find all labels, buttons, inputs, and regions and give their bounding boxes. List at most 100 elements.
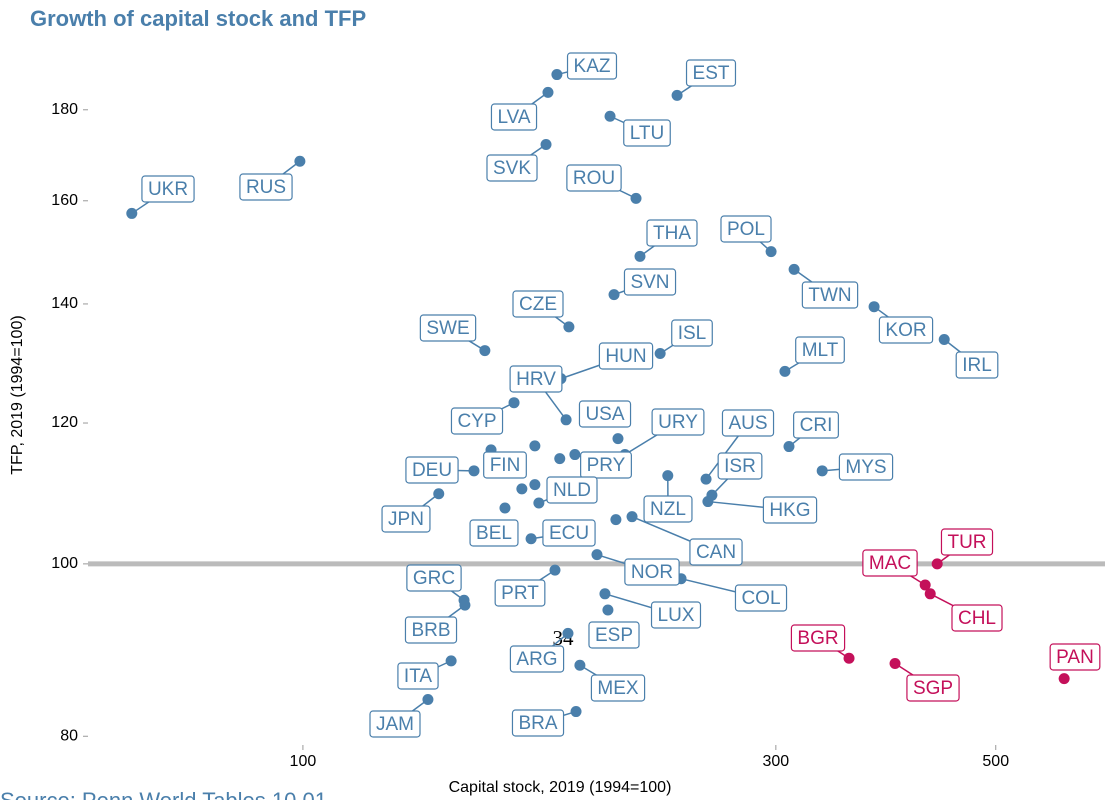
point-label: MYS (838, 453, 894, 481)
point (843, 652, 855, 664)
point-label: NOR (624, 558, 680, 586)
point (529, 479, 541, 491)
point (604, 110, 616, 122)
label-text: RUS (246, 177, 286, 198)
label-text: BRA (518, 713, 557, 734)
x-axis-title: Capital stock, 2019 (1994=100) (449, 779, 672, 796)
point-label: HKG (762, 496, 818, 524)
point-label: NLD (546, 476, 598, 504)
point (533, 497, 545, 509)
label-text: JPN (388, 509, 424, 530)
point-label: ESP (588, 621, 640, 649)
point-label: ARG (509, 645, 565, 673)
point-label: NZL (643, 495, 693, 523)
label-text: USA (585, 404, 624, 425)
point-label: ISR (717, 452, 763, 480)
points (126, 69, 1070, 718)
label-text: TWN (808, 285, 851, 306)
point-label: TUR (940, 528, 994, 556)
point (662, 470, 674, 482)
label-text: POL (727, 219, 765, 240)
point (549, 564, 561, 576)
x-tick-label: 100 (290, 753, 317, 770)
label-text: MLT (802, 340, 839, 361)
y-axis-title: TFP, 2019 (1994=100) (9, 315, 26, 474)
point-label: HRV (509, 365, 563, 393)
label-box (671, 319, 713, 347)
label-box (509, 645, 565, 673)
label-box (419, 314, 477, 342)
label-text: LTU (630, 123, 664, 144)
y-tick-label: 140 (51, 295, 78, 312)
point-label: URY (651, 408, 705, 436)
label-box (580, 451, 632, 479)
label-text: KOR (885, 320, 926, 341)
label-text: SGP (913, 678, 953, 699)
point (422, 693, 434, 705)
point (602, 604, 614, 616)
point (445, 655, 457, 667)
label-text: BRB (411, 620, 450, 641)
point (599, 588, 611, 600)
point (516, 483, 528, 495)
y-tick-label: 80 (60, 727, 78, 744)
label-text: CRI (800, 415, 833, 436)
point-label: SGP (906, 674, 960, 702)
label-text: AUS (728, 413, 767, 434)
point-label: KOR (878, 316, 934, 344)
label-box (838, 453, 894, 481)
point (591, 549, 603, 561)
point-label: PRT (494, 579, 546, 607)
point (626, 511, 638, 523)
point (551, 69, 563, 81)
point-label: DEU (405, 456, 459, 484)
label-text: HRV (516, 369, 556, 390)
label-box (490, 103, 538, 131)
point-label: LTU (623, 119, 671, 147)
label-box (623, 268, 677, 296)
label-box (801, 281, 859, 309)
point (779, 365, 791, 377)
label-text: THA (653, 223, 691, 244)
point-label: MAC (862, 549, 918, 577)
point (654, 348, 666, 360)
label-box (450, 407, 504, 435)
label-box (512, 290, 564, 318)
label-text: LUX (658, 605, 695, 626)
label-text: URY (658, 412, 698, 433)
point-label: SVN (623, 268, 677, 296)
point-label: RUS (239, 173, 293, 201)
point-label: ROU (566, 164, 622, 192)
point (702, 496, 714, 508)
label-text: BEL (476, 523, 512, 544)
label-box (795, 336, 845, 364)
point-label: ISL (671, 319, 713, 347)
x-tick-label: 500 (982, 753, 1009, 770)
point-label: JPN (381, 505, 431, 533)
label-text: TUR (947, 532, 986, 553)
labels: UKR RUS KAZ LVA EST LTU SVK ROU THA POL TWN SVN KOR I… (141, 52, 1101, 738)
label-box (689, 538, 743, 566)
point (525, 533, 537, 545)
label-box (369, 710, 421, 738)
point-label: THA (646, 219, 698, 247)
point-label: KAZ (566, 52, 618, 80)
point-label: SVK (486, 154, 538, 182)
label-text: CZE (519, 294, 557, 315)
label-box (546, 476, 598, 504)
point (479, 345, 491, 357)
label-text: UKR (148, 179, 188, 200)
label-box (511, 709, 565, 737)
label-box (397, 662, 439, 690)
label-text: ISL (678, 323, 707, 344)
point (671, 89, 683, 101)
label-text: NLD (553, 480, 591, 501)
label-box (239, 173, 293, 201)
label-box (404, 616, 458, 644)
label-text: HUN (605, 346, 646, 367)
label-box (469, 519, 519, 547)
label-text: CAN (696, 542, 736, 563)
point-label: CZE (512, 290, 564, 318)
label-box (509, 365, 563, 393)
label-text: ESP (595, 625, 633, 646)
